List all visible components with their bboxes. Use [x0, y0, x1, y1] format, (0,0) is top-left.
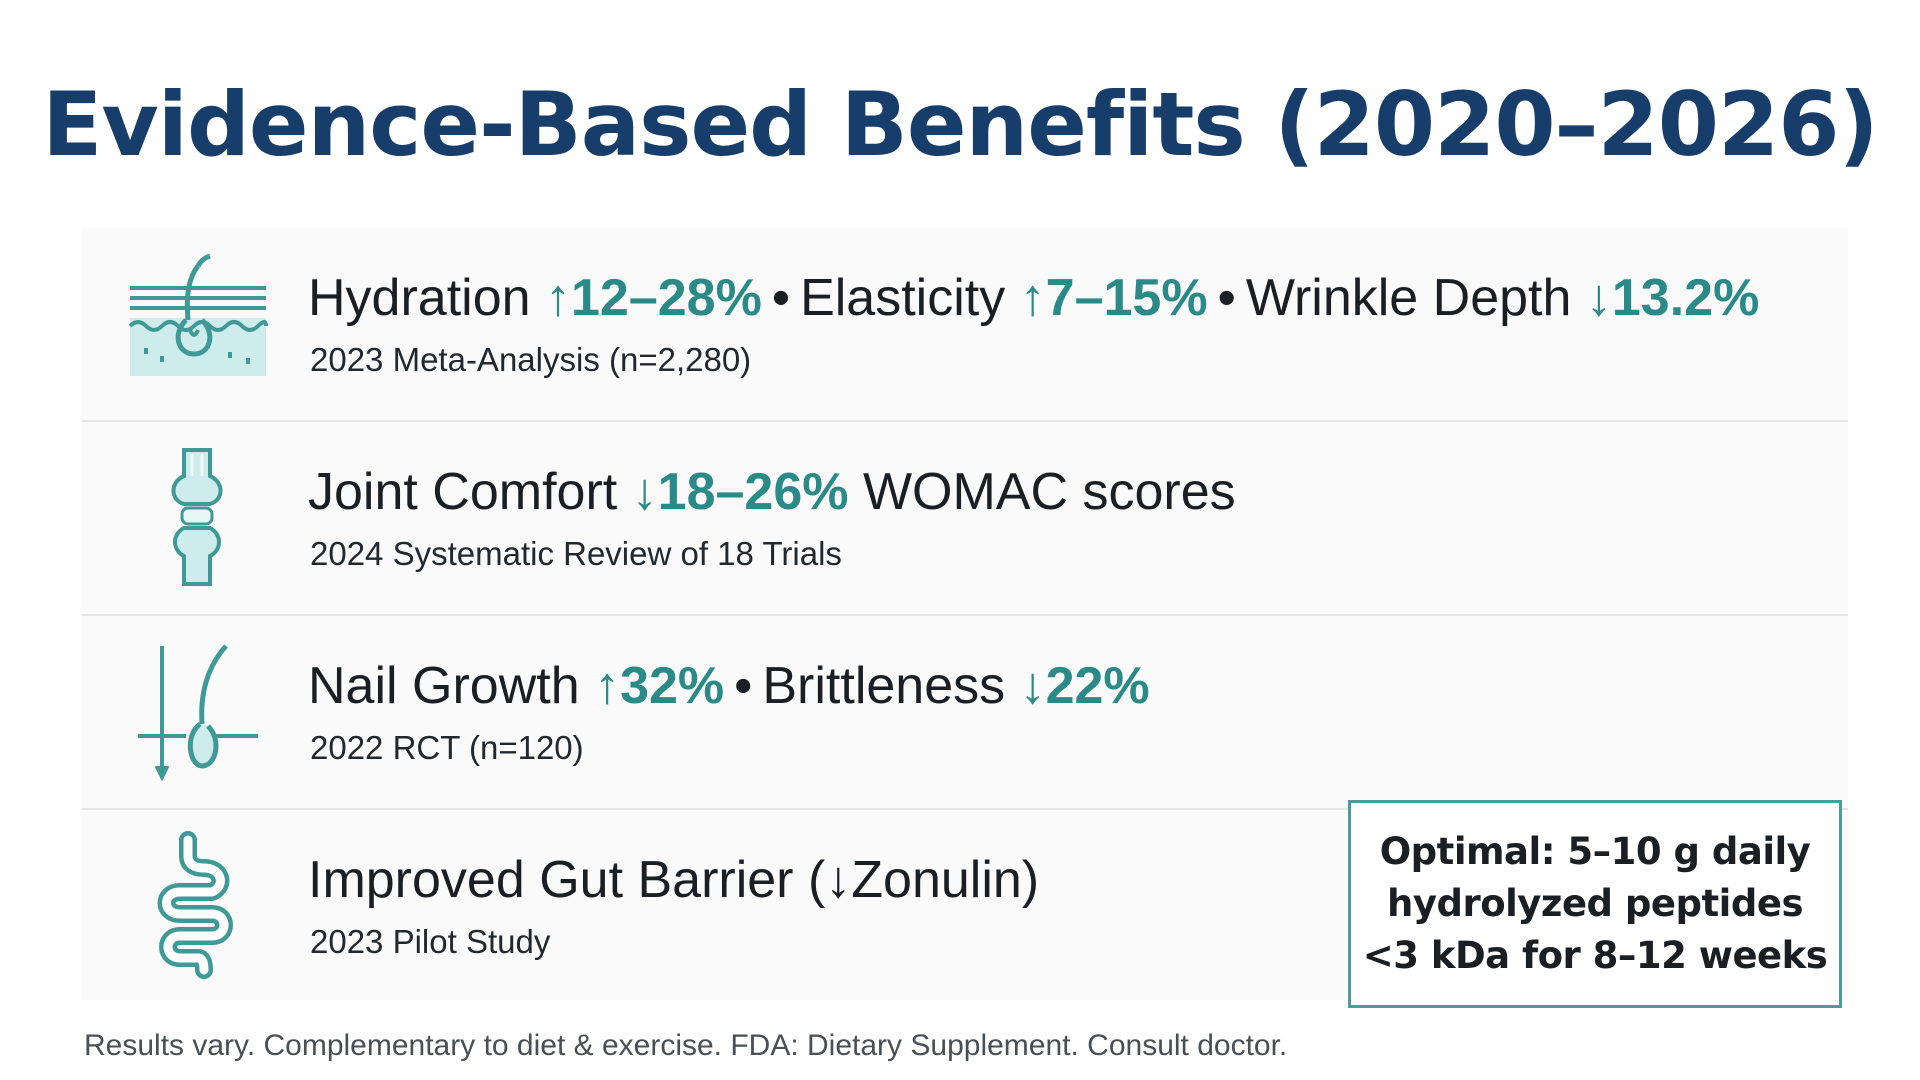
row-divider — [82, 420, 1848, 422]
knee-joint-icon — [171, 448, 223, 586]
elasticity-label: Elasticity — [800, 269, 1020, 327]
benefit-row-main-text: Hydration ↑12–28% • Elasticity ↑7–15% • Wrin… — [308, 266, 1759, 330]
brittleness-metric: ↓22% — [1019, 657, 1150, 715]
brittleness-label: Brittleness — [762, 657, 1020, 715]
wrinkle-depth-metric: ↓13.2% — [1585, 269, 1760, 327]
wrinkle-depth-label: Wrinkle Depth — [1245, 269, 1586, 327]
benefit-row-source: 2022 RCT (n=120) — [310, 729, 584, 766]
joint-comfort-metric: ↓18–26% — [631, 463, 849, 521]
separator-bullet: • — [1217, 269, 1236, 327]
callout-line-2: hydrolyzed peptides — [1387, 882, 1803, 925]
benefit-row-main-text: Joint Comfort ↓18–26% WOMAC scores — [308, 460, 1236, 524]
nail-growth-label: Nail Growth — [308, 657, 595, 715]
hydration-metric: ↑12–28% — [545, 269, 762, 327]
separator-bullet: • — [734, 657, 753, 715]
benefit-row-main-text: Improved Gut Barrier (↓Zonulin) — [308, 848, 1039, 912]
benefit-row-nail: Nail Growth ↑32% • Brittleness ↓22% 2022 R… — [82, 616, 1848, 808]
skin-hair-follicle-icon — [128, 253, 268, 376]
elasticity-metric: ↑7–15% — [1019, 269, 1208, 327]
joint-comfort-label: Joint Comfort — [308, 463, 632, 521]
intestine-gut-icon — [157, 831, 233, 979]
benefit-row-gut: Improved Gut Barrier (↓Zonulin) 2023 Pil… — [82, 810, 1848, 1002]
hydration-label: Hydration — [308, 269, 545, 327]
benefit-row-source: 2023 Meta-Analysis (n=2,280) — [310, 341, 752, 378]
callout-line-1: Optimal: 5–10 g daily — [1379, 830, 1811, 873]
disclaimer-footnote: Results vary. Complementary to diet & ex… — [84, 1029, 1288, 1062]
benefit-row-skin: Hydration ↑12–28% • Elasticity ↑7–15% • Wrin… — [82, 228, 1848, 420]
womac-suffix: WOMAC scores — [848, 463, 1236, 521]
benefit-row-source: 2023 Pilot Study — [310, 923, 551, 960]
row-divider — [82, 808, 1848, 810]
nail-growth-metric: ↑32% — [594, 657, 725, 715]
row-divider — [82, 614, 1848, 616]
page-title: Evidence-Based Benefits (2020–2026) — [42, 73, 1878, 176]
hair-nail-growth-icon — [138, 644, 258, 782]
benefit-row-main-text: Nail Growth ↑32% • Brittleness ↓22% — [308, 654, 1150, 718]
gut-barrier-label: Improved Gut Barrier (↓Zonulin) — [308, 851, 1040, 909]
separator-bullet: • — [771, 269, 791, 327]
dosage-callout: Optimal: 5–10 g daily hydrolyzed peptide… — [1348, 800, 1842, 1008]
benefit-row-joint: Joint Comfort ↓18–26% WOMAC scores 2024 … — [82, 422, 1848, 614]
benefit-row-source: 2024 Systematic Review of 18 Trials — [310, 535, 842, 572]
callout-line-3: <3 kDa for 8–12 weeks — [1362, 934, 1828, 977]
